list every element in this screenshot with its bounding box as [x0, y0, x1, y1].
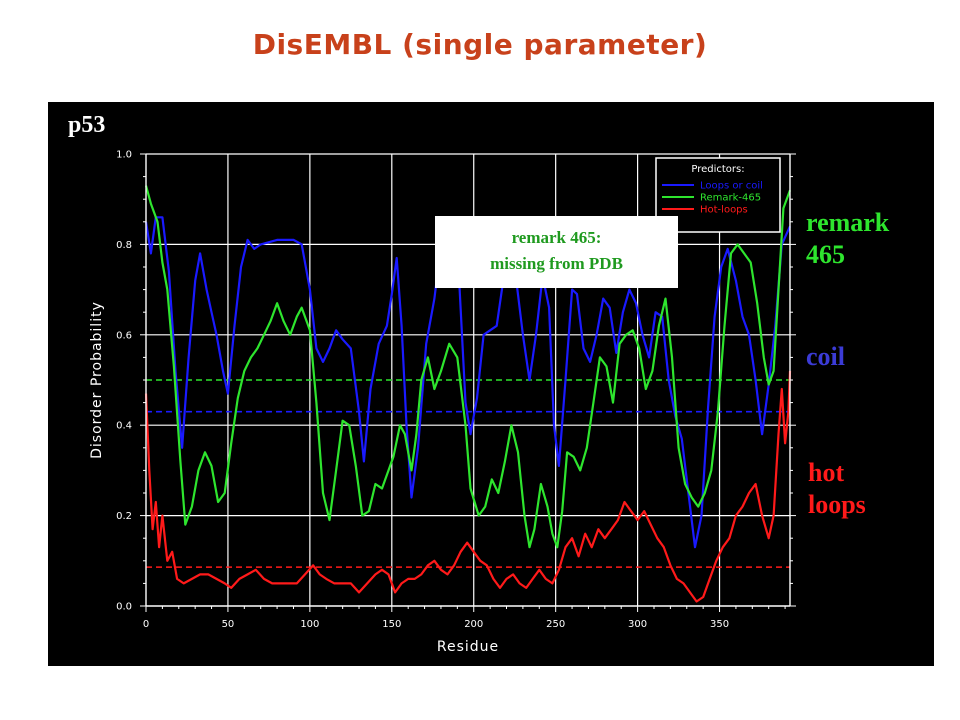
axis-layer: 0.0 0.2 0.4 0.6 0.8 1.0 0 50 100 150 200 250 300 350 R… — [89, 150, 796, 655]
series-line — [144, 370, 792, 603]
legend-entry: Hot-loops — [700, 205, 748, 216]
x-tick-label: 100 — [300, 619, 319, 630]
coil-label-text: coil — [806, 342, 845, 371]
y-tick-label: 0.4 — [116, 421, 132, 432]
x-axis-title: Residue — [437, 639, 499, 655]
slide-title: DisEMBL (single parameter) — [252, 28, 708, 61]
y-tick-label: 0.6 — [116, 330, 132, 341]
hot-label-line-2: loops — [808, 490, 866, 519]
series-line — [144, 216, 792, 549]
hot-loops-side-label: hot loops — [808, 457, 928, 521]
protein-label: p53 — [68, 112, 106, 138]
legend-title: Predictors: — [691, 164, 744, 175]
y-tick-label: 1.0 — [116, 150, 132, 161]
y-tick-label: 0.8 — [116, 240, 132, 251]
x-tick-label: 50 — [222, 619, 235, 630]
remark-465-side-label: remark 465 — [806, 207, 926, 271]
x-tick-label: 200 — [464, 619, 483, 630]
series-line — [144, 185, 792, 549]
legend-entry: Remark-465 — [700, 193, 761, 204]
x-tick-label: 300 — [628, 619, 647, 630]
coil-side-label: coil — [806, 341, 926, 373]
y-tick-label: 0.2 — [116, 511, 132, 522]
x-tick-label: 250 — [546, 619, 565, 630]
series-layer — [144, 185, 792, 603]
x-tick-label: 350 — [710, 619, 729, 630]
legend-entry: Loops or coil — [700, 181, 763, 192]
callout-line-1: remark 465: — [511, 228, 602, 247]
x-tick-label: 150 — [382, 619, 401, 630]
y-tick-label: 0.0 — [116, 602, 132, 613]
remark-label-line-1: remark — [806, 208, 890, 237]
callout-line-2: missing from PDB — [490, 254, 623, 273]
hot-label-line-1: hot — [808, 458, 845, 487]
remark-label-line-2: 465 — [806, 240, 845, 269]
remark-465-callout: remark 465: missing from PDB — [435, 216, 678, 288]
x-tick-label: 0 — [143, 619, 149, 630]
y-axis-title: Disorder Probability — [89, 301, 105, 459]
